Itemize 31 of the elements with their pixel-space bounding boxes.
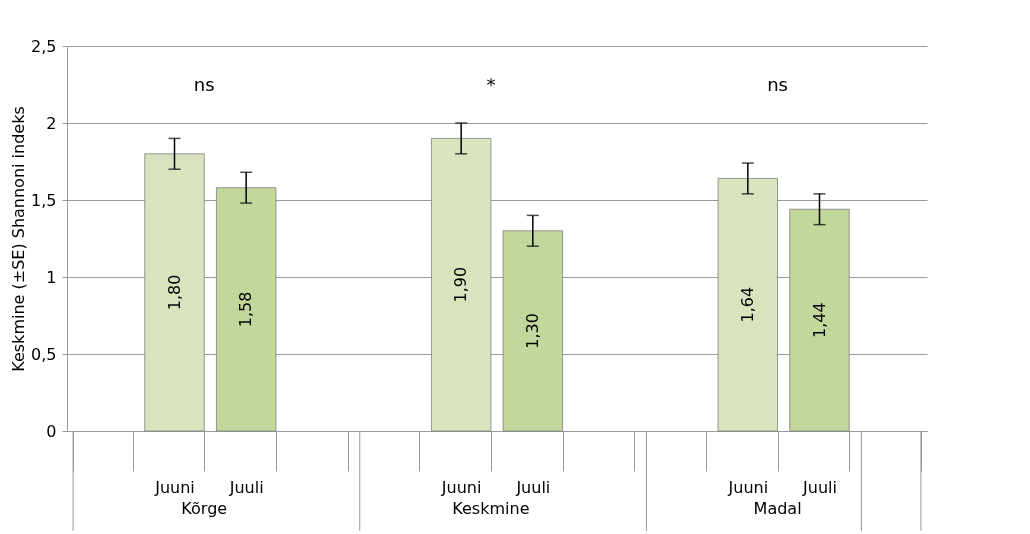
x-tick-label: Juuni [440,477,482,497]
data-label: 1,80 [164,274,184,311]
annotation: ns [767,74,788,95]
data-label: 1,44 [809,302,829,338]
annotation: ns [193,74,215,95]
data-label: 1,30 [522,313,542,349]
x-tick-label: Juuli [228,477,264,497]
text: Keskmine [452,499,530,518]
annotation: * [486,74,496,95]
data-label: 1,58 [236,291,256,328]
bar [789,208,850,432]
y-tick-label: 2,5 [31,36,57,56]
text: Madal [753,499,802,518]
text: Kõrge [181,499,228,518]
y-tick-label: 0 [46,421,57,441]
y-tick-label: 1 [46,267,57,287]
bar [431,138,492,432]
data-label: 1,90 [451,266,471,303]
bar [502,230,563,432]
bar [717,178,778,432]
x-tick-label: Juuli [515,477,551,497]
x-tick-label: Juuni [727,477,769,497]
y-axis-title: Keskmine (±SE) Shannoni indeks [9,106,29,372]
x-tick-label: Juuni [154,477,195,497]
y-tick-label: 2 [46,113,57,133]
y-tick-label: 0,5 [31,344,57,364]
data-label: 1,64 [737,286,757,323]
bar [144,153,205,432]
bar [216,187,277,432]
y-tick-label: 1,5 [31,190,57,210]
x-tick-label: Juuli [802,477,837,497]
